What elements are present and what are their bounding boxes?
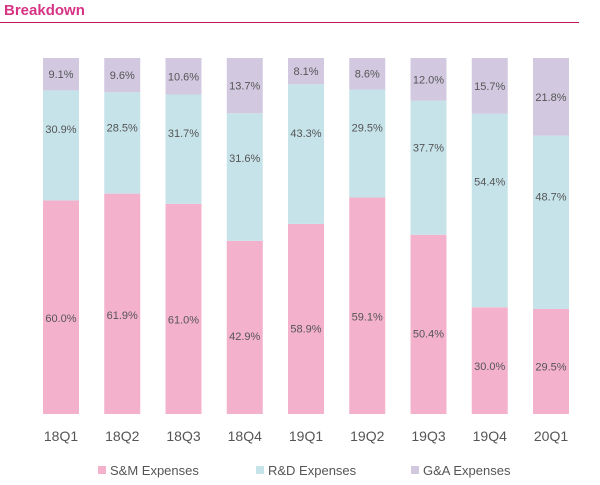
bar-segment	[533, 135, 569, 309]
bar-segment	[165, 203, 202, 414]
legend-swatch	[98, 466, 106, 474]
data-label: 30.0%	[474, 361, 505, 373]
bar-segment	[471, 113, 508, 308]
bar-segment	[165, 58, 202, 95]
bar-segment	[43, 58, 79, 91]
data-label: 61.0%	[168, 314, 199, 326]
data-label: 10.6%	[168, 71, 199, 83]
data-label: 31.7%	[168, 128, 199, 140]
bar-segment	[104, 193, 141, 414]
bar-segment	[410, 100, 447, 235]
data-label: 9.1%	[48, 69, 73, 81]
bar-segment	[104, 58, 141, 93]
bar-segment	[471, 58, 508, 114]
data-label: 15.7%	[474, 81, 505, 93]
data-label: 9.6%	[110, 70, 135, 82]
x-tick-label: 19Q4	[473, 428, 507, 444]
bar-segment	[104, 92, 141, 194]
data-label: 12.0%	[413, 74, 444, 86]
data-label: 28.5%	[107, 123, 138, 135]
bar-segment	[410, 58, 447, 101]
x-tick-label: 19Q3	[411, 428, 445, 444]
x-tick-label: 19Q1	[289, 428, 323, 444]
x-tick-label: 18Q3	[166, 428, 200, 444]
legend-label: R&D Expenses	[268, 463, 357, 478]
bar-segment	[471, 307, 508, 414]
bar-segment	[226, 58, 263, 114]
data-label: 61.9%	[107, 310, 138, 322]
data-label: 13.7%	[229, 81, 260, 93]
x-tick-label: 18Q1	[44, 428, 78, 444]
bar-segment	[349, 197, 386, 414]
bar-segment	[410, 234, 447, 414]
data-label: 42.9%	[229, 331, 260, 343]
x-tick-label: 20Q1	[534, 428, 568, 444]
bar-segment	[288, 84, 324, 224]
bar-segment	[349, 89, 386, 198]
data-label: 43.3%	[290, 128, 321, 140]
data-label: 21.8%	[535, 92, 566, 104]
bar-segment	[226, 113, 263, 241]
bar-segment	[226, 240, 263, 414]
legend-label: G&A Expenses	[423, 463, 511, 478]
bar-segment	[165, 94, 202, 204]
x-tick-label: 18Q2	[105, 428, 139, 444]
bar-segment	[43, 90, 79, 201]
title-divider	[0, 22, 579, 23]
data-label: 29.5%	[535, 362, 566, 374]
x-tick-label: 19Q2	[350, 428, 384, 444]
x-tick-label: 18Q4	[228, 428, 262, 444]
data-label: 29.5%	[352, 122, 383, 134]
data-label: 31.6%	[229, 153, 260, 165]
legend-swatch	[256, 466, 264, 474]
data-label: 60.0%	[45, 313, 76, 325]
legend-label: S&M Expenses	[110, 463, 199, 478]
bar-segment	[288, 223, 324, 414]
data-label: 59.1%	[352, 312, 383, 324]
data-label: 37.7%	[413, 143, 444, 155]
data-label: 54.4%	[474, 177, 505, 189]
legend-swatch	[411, 466, 419, 474]
bar-segment	[349, 58, 386, 90]
data-label: 50.4%	[413, 328, 444, 340]
bar-segment	[288, 58, 324, 85]
bar-segment	[533, 58, 569, 136]
data-label: 8.1%	[293, 66, 318, 78]
page-title: Breakdown	[4, 2, 85, 19]
data-label: 48.7%	[535, 191, 566, 203]
data-label: 30.9%	[45, 124, 76, 136]
bar-segment	[43, 200, 79, 414]
data-label: 58.9%	[290, 323, 321, 335]
data-label: 8.6%	[355, 69, 380, 81]
bar-segment	[533, 308, 569, 414]
